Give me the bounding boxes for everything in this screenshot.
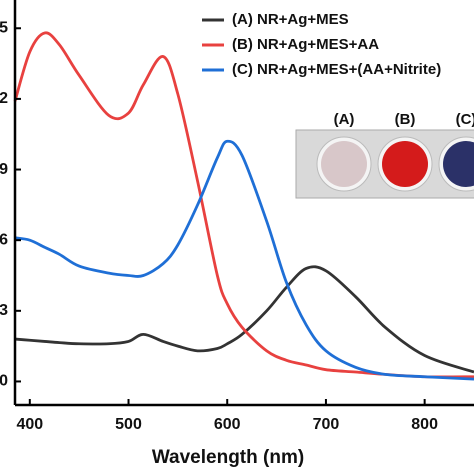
y-tick-label: 0.0 — [0, 373, 8, 390]
y-tick-label: 0.6 — [0, 231, 8, 248]
dish — [443, 141, 474, 187]
inset-label: (A) — [334, 111, 355, 128]
y-tick-label: 0.9 — [0, 161, 8, 178]
inset-photo — [295, 129, 474, 199]
legend-label: (C) NR+Ag+MES+(AA+Nitrite) — [232, 61, 441, 78]
y-tick-label: 1.5 — [0, 19, 8, 36]
y-tick-label: 0.3 — [0, 302, 8, 319]
x-tick-label: 500 — [115, 416, 142, 433]
x-axis-label: Wavelength (nm) — [152, 447, 304, 468]
series-line — [14, 139, 474, 381]
dish — [321, 141, 367, 187]
x-tick-label: 600 — [214, 416, 241, 433]
x-tick-label: 800 — [411, 416, 438, 433]
x-tick-label: 700 — [313, 416, 340, 433]
series-line — [14, 265, 474, 374]
inset-label: (B) — [395, 111, 416, 128]
series-line — [13, 31, 474, 379]
y-tick-label: 1.2 — [0, 90, 8, 107]
x-tick-label: 400 — [16, 416, 43, 433]
legend-label: (B) NR+Ag+MES+AA — [232, 36, 379, 53]
dish — [382, 141, 428, 187]
legend-label: (A) NR+Ag+MES — [232, 11, 349, 28]
inset-label: (C) — [456, 111, 474, 128]
